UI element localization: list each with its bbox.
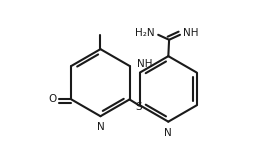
Text: S: S — [136, 102, 142, 112]
Text: O: O — [48, 94, 56, 105]
Text: H₂N: H₂N — [135, 28, 155, 38]
Text: N: N — [165, 128, 172, 138]
Text: NH: NH — [136, 58, 152, 69]
Text: NH: NH — [183, 28, 199, 38]
Text: N: N — [96, 122, 104, 132]
